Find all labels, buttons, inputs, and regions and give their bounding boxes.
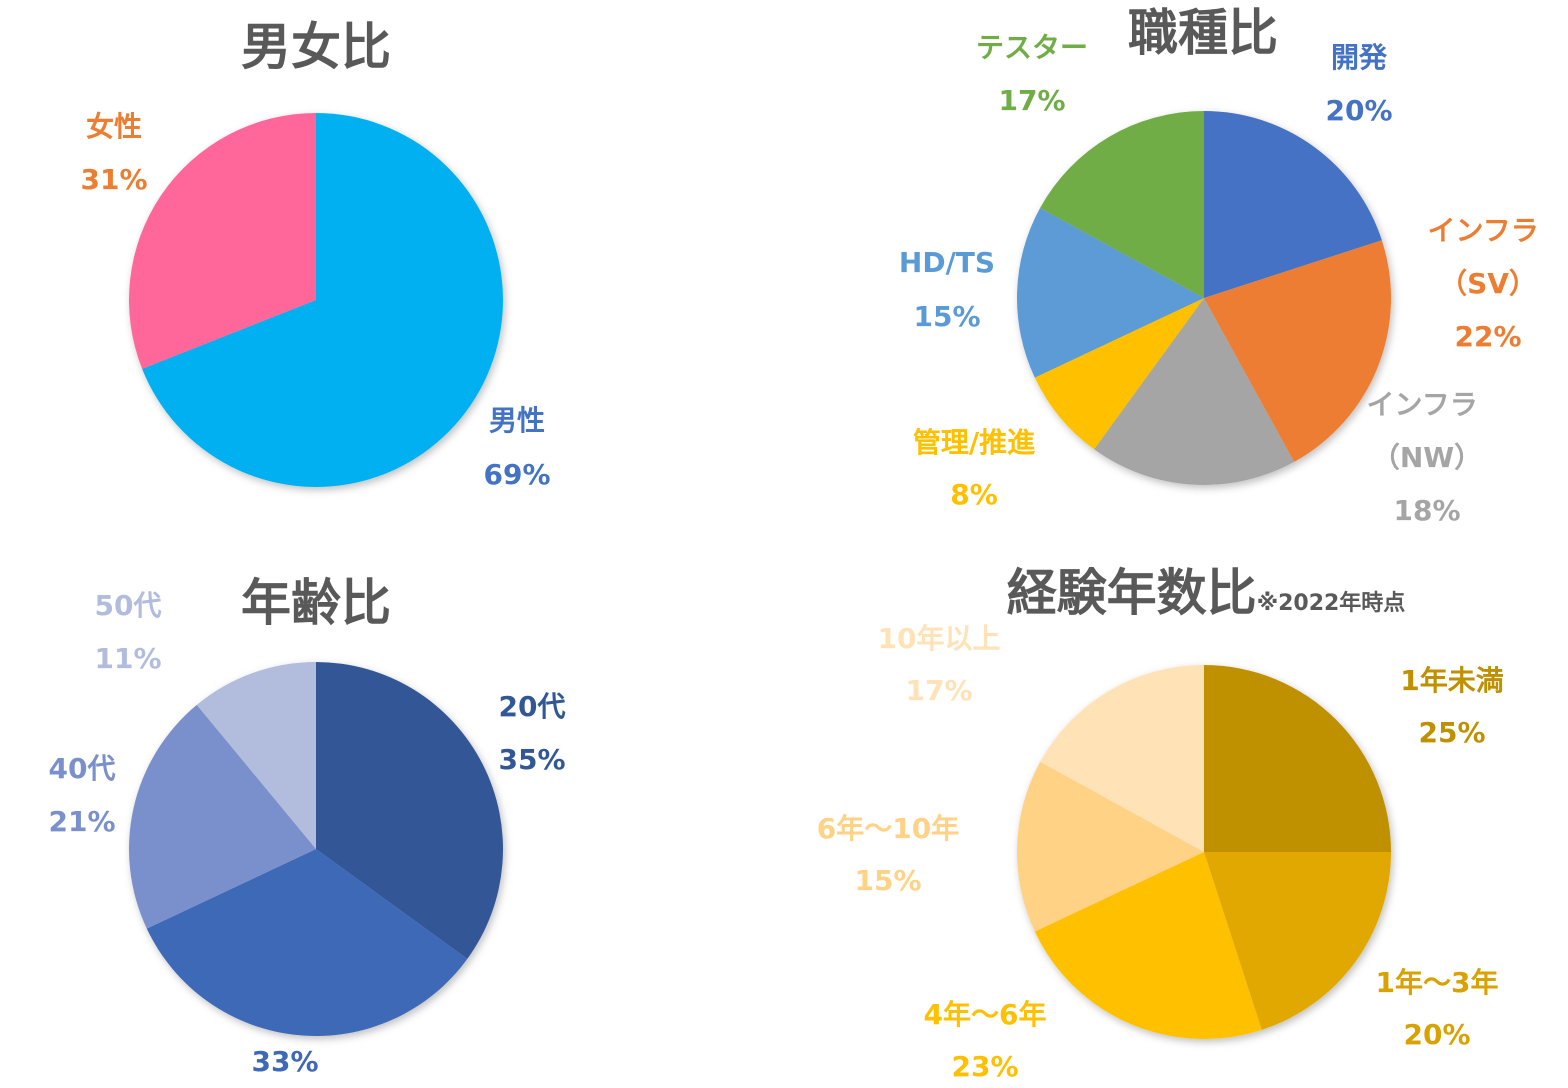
chart-title: 経験年数比 <box>1007 564 1257 622</box>
slice-label-lt1: 1年未満 <box>1400 664 1503 697</box>
slice-label-6to10: 6年〜10年 <box>817 812 959 845</box>
slice-label-20s: 20代 <box>499 690 566 723</box>
pie-slice-3 <box>196 662 316 849</box>
slice-label-40s: 40代 <box>49 752 116 785</box>
pie-slice-2 <box>129 704 316 929</box>
slice-value-male: 69% <box>483 458 550 491</box>
slice-value-mgmt: 8% <box>950 478 998 511</box>
slice-value-30s: 33% <box>251 1045 318 1078</box>
slice-label-10plus: 10年以上 <box>878 622 1001 655</box>
slice-value-female: 31% <box>80 163 147 196</box>
slice-value-infra-sv: 22% <box>1454 320 1521 353</box>
slice-label-infra-nw-line2: （NW） <box>1372 441 1482 474</box>
pie-slice-0 <box>1204 665 1391 852</box>
slice-label-4to6: 4年〜6年 <box>924 998 1047 1031</box>
pie-slices <box>1017 111 1391 485</box>
pie-slice-4 <box>1040 664 1204 852</box>
pie-slice-2 <box>1034 852 1262 1039</box>
pie-slices <box>1016 664 1391 1039</box>
slice-value-hdts: 15% <box>913 300 980 333</box>
pie-slices <box>128 113 503 487</box>
slice-label-hdts: HD/TS <box>899 246 995 279</box>
pie-slice-1 <box>1204 240 1391 462</box>
pie-slice-0 <box>316 662 503 959</box>
pie-slice-1 <box>1204 852 1391 1030</box>
slice-value-infra-nw: 18% <box>1393 494 1460 527</box>
slice-label-dev: 開発 <box>1331 41 1388 74</box>
chart-job-type: 職種比 開発 20% インフラ （SV） 22% インフラ （NW） 18% 管… <box>899 4 1549 527</box>
chart-title-note: ※2022年時点 <box>1257 590 1406 616</box>
slice-value-6to10: 15% <box>854 864 921 897</box>
slice-label-infra-sv: インフラ （SV） <box>1428 214 1549 300</box>
slice-label-infra-sv-line2: （SV） <box>1439 267 1537 300</box>
slice-label-infra-sv-line1: インフラ <box>1428 214 1539 247</box>
slice-label-female: 女性 <box>86 110 142 143</box>
slice-value-10plus: 17% <box>905 674 972 707</box>
slice-value-1to3: 20% <box>1403 1018 1470 1051</box>
pie-slice-3 <box>1034 298 1204 450</box>
pie-slice-1 <box>128 113 316 369</box>
slice-value-lt1: 25% <box>1418 716 1485 749</box>
slice-label-infra-nw: インフラ （NW） <box>1367 388 1488 474</box>
pie-slice-0 <box>142 113 503 487</box>
slice-value-20s: 35% <box>498 743 565 776</box>
slice-label-male: 男性 <box>489 404 545 437</box>
pie-slice-5 <box>1040 111 1204 298</box>
chart-title: 男女比 <box>241 18 391 76</box>
slice-label-infra-nw-line1: インフラ <box>1367 388 1478 421</box>
slice-label-mgmt: 管理/推進 <box>913 426 1035 459</box>
chart-gender: 男女比 男性 69% 女性 31% <box>80 18 550 491</box>
slice-label-tester: テスター <box>976 31 1088 64</box>
slice-label-1to3: 1年〜3年 <box>1376 966 1499 999</box>
chart-title: 年齢比 <box>241 574 391 632</box>
slice-value-50s: 11% <box>94 642 161 675</box>
pie-slice-4 <box>1017 207 1204 378</box>
pie-slices <box>129 662 503 1037</box>
pie-slice-1 <box>146 849 468 1037</box>
pie-slice-2 <box>1094 298 1295 485</box>
slice-label-50s: 50代 <box>95 589 162 622</box>
slice-value-40s: 21% <box>48 805 115 838</box>
pie-slice-0 <box>1204 111 1382 298</box>
chart-age: 年齢比 20代 35% 33% 40代 21% 50代 11% <box>48 574 565 1078</box>
chart-experience: 経験年数比※2022年時点 1年未満 25% 1年〜3年 20% 4年〜6年 2… <box>817 564 1504 1083</box>
pie-slice-3 <box>1016 761 1204 932</box>
slice-value-4to6: 23% <box>951 1050 1018 1083</box>
slice-value-tester: 17% <box>998 84 1065 117</box>
chart-title: 職種比 <box>1128 4 1278 62</box>
chart-title-group: 経験年数比※2022年時点 <box>1007 564 1406 622</box>
slice-value-dev: 20% <box>1325 94 1392 127</box>
